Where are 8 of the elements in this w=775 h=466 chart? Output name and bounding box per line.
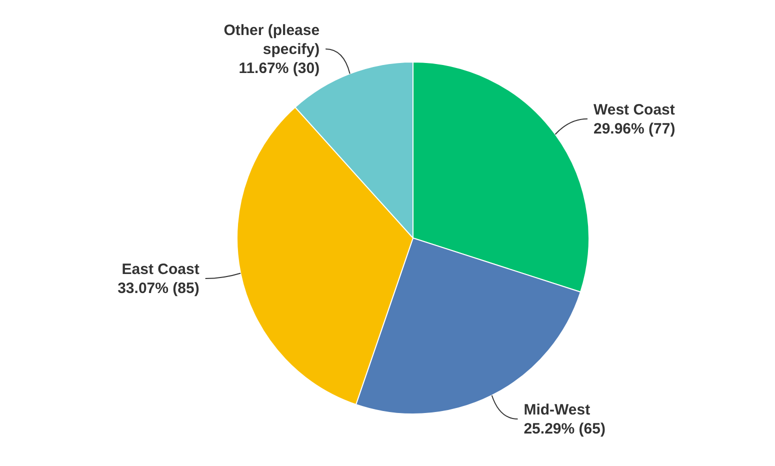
data-label: 25.29% (65) bbox=[524, 420, 606, 438]
data-label: 11.67% (30) bbox=[238, 60, 320, 78]
data-label: 33.07% (85) bbox=[118, 280, 200, 298]
slice-label: Other (please specify) bbox=[224, 22, 320, 58]
slice-label: West Coast bbox=[593, 101, 675, 118]
slice-label: East Coast bbox=[122, 261, 200, 278]
data-label: 29.96% (77) bbox=[593, 120, 676, 138]
slice-label: Mid-West bbox=[524, 401, 590, 418]
